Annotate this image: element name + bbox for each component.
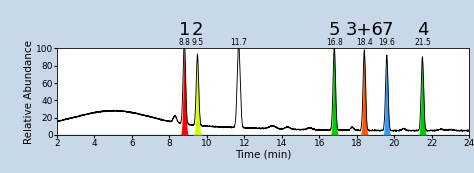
Text: 9.5: 9.5	[191, 38, 203, 47]
Y-axis label: Relative Abundance: Relative Abundance	[24, 40, 34, 144]
Text: 7: 7	[381, 21, 392, 39]
Text: 19.6: 19.6	[378, 38, 395, 47]
Text: 1: 1	[179, 21, 190, 39]
Text: 11.7: 11.7	[230, 38, 247, 47]
Text: 16.8: 16.8	[326, 38, 343, 47]
Text: 8.8: 8.8	[178, 38, 190, 47]
Text: 18.4: 18.4	[356, 38, 373, 47]
Text: 5: 5	[328, 21, 340, 39]
Text: 3+6: 3+6	[346, 21, 383, 39]
Text: 2: 2	[191, 21, 203, 39]
Text: 4: 4	[417, 21, 428, 39]
X-axis label: Time (min): Time (min)	[235, 149, 291, 160]
Text: 21.5: 21.5	[414, 38, 431, 47]
